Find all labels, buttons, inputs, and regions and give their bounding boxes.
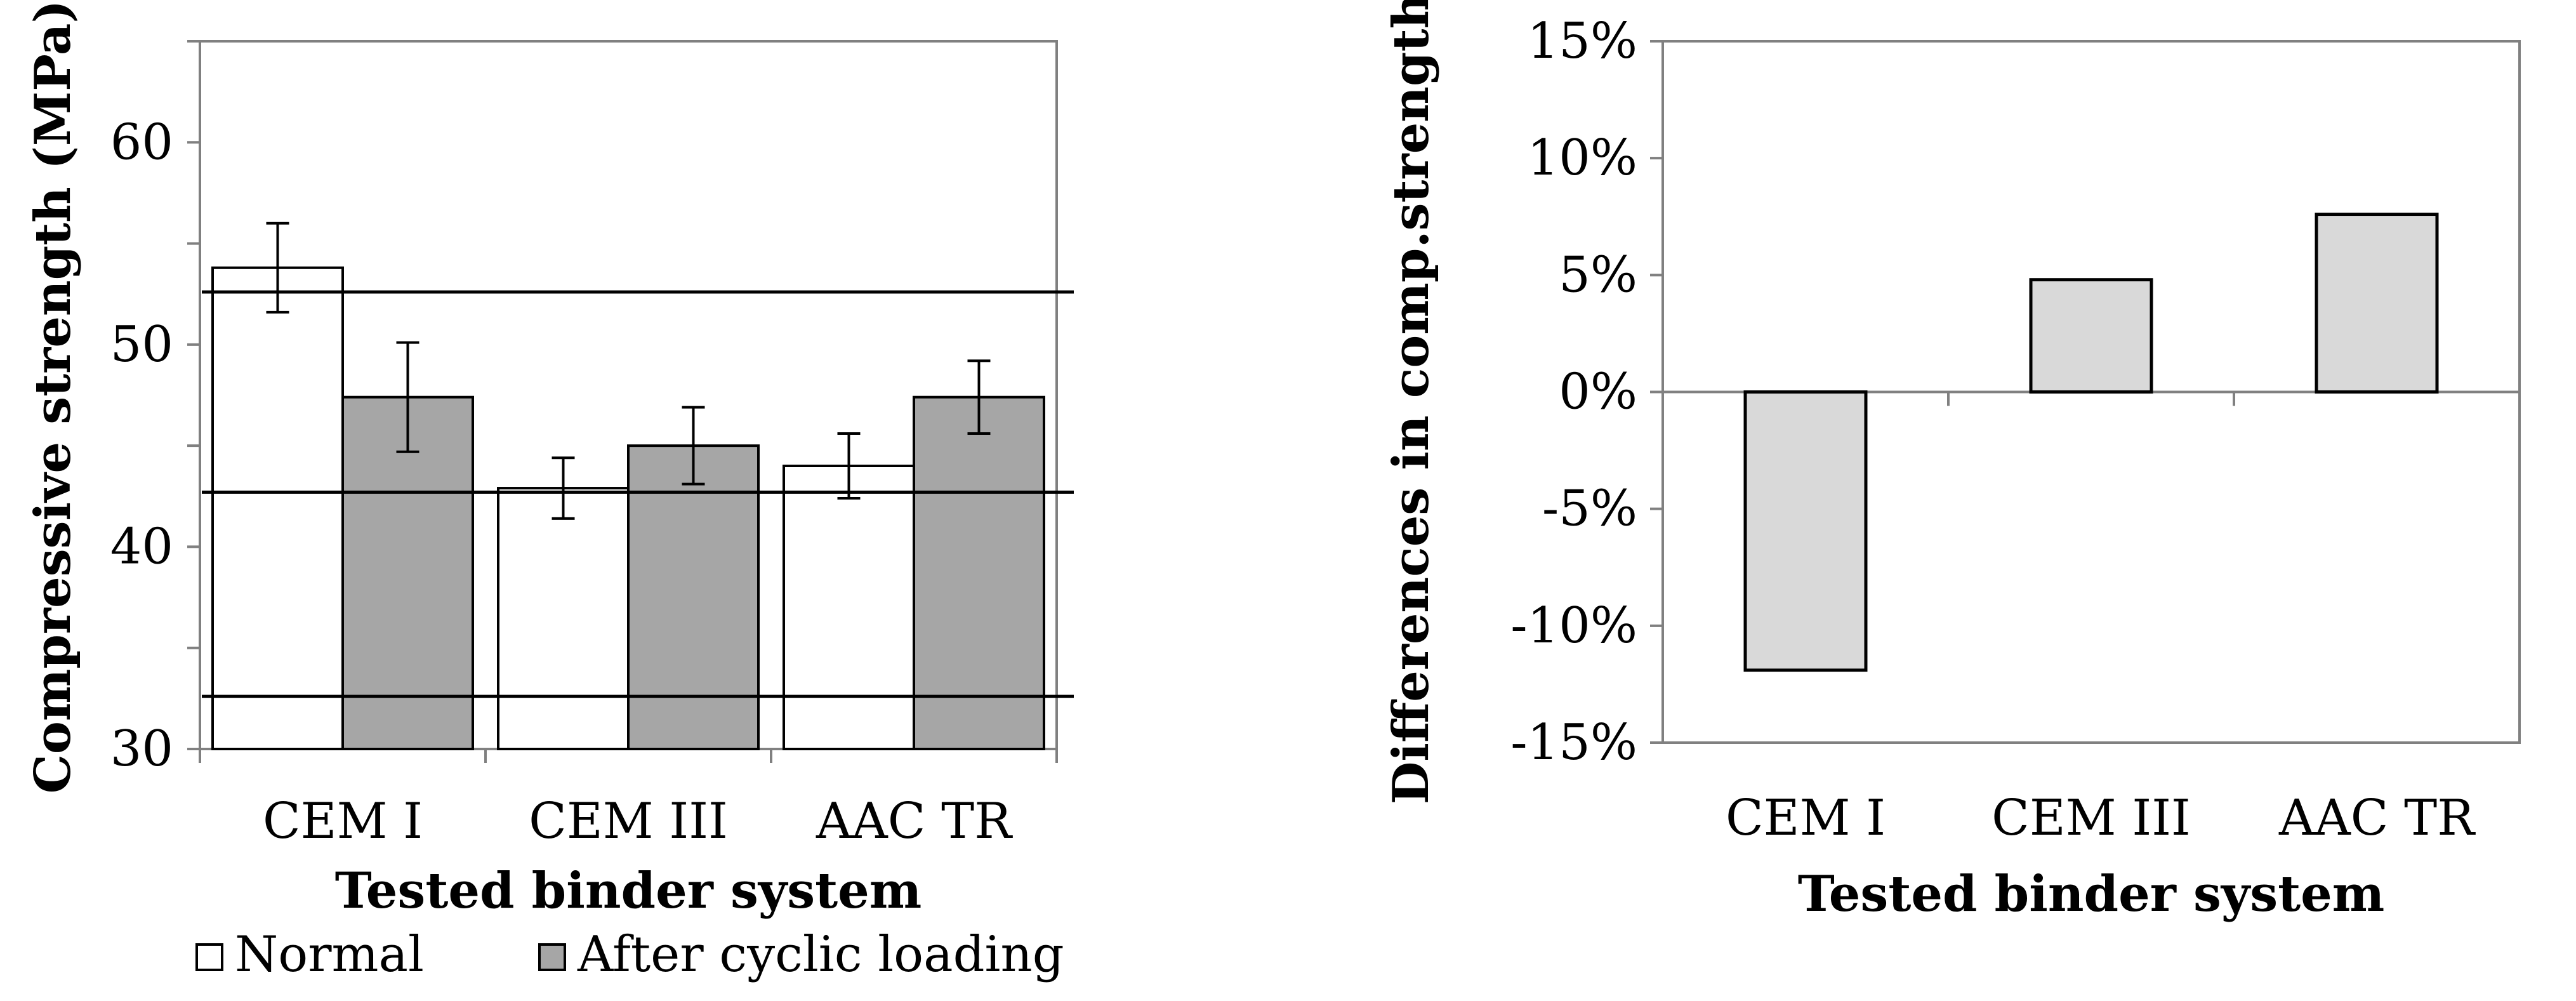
chart1-category-label-cem-i: CEM I [263,793,423,850]
chart2-y-tick-label: 0% [1559,364,1637,421]
chart2-x-axis-title: Tested binder system [1798,865,2385,923]
difference-bar-cem-iii [2029,278,2153,394]
chart2-y-tick-label: -10% [1510,597,1637,654]
chart1-category-label-aac-tr: AAC TR [816,793,1013,850]
error-bar-normal-cem-i [266,222,289,314]
bar-after-cyclic-loading-cem-i [341,395,474,750]
chart1-y-tick-label: 50 [110,316,173,373]
error-bar-normal-aac-tr [837,432,861,500]
strength-difference-chart: -15% -10% -5% 0% 5% 10% 15% CEM I CEM III AAC TR… [1382,0,2521,923]
chart1-x-axis-title: Tested binder system [335,862,922,920]
chart2-y-tick-label: -15% [1510,714,1637,771]
bar-normal-cem-iii [497,487,630,750]
chart2-y-tick-label: -5% [1542,481,1637,538]
bar-after-cyclic-loading-aac-tr [913,395,1045,750]
compressive-strength-chart: 30 40 50 60 CEM I CEM III AAC TR Compressive … [24,0,1074,983]
legend-label-normal: Normal [235,926,424,983]
error-bar-after-cyclic-loading-cem-i [396,341,419,453]
error-bar-after-cyclic-loading-aac-tr [967,359,991,435]
chart1-y-axis-title: Compressive strength (MPa) [24,0,82,793]
chart2-y-tick-label: 5% [1559,246,1637,303]
chart2-y-axis-title: Differences in comp.strength [1382,0,1440,804]
error-bar-after-cyclic-loading-cem-iii [682,406,705,486]
difference-bar-aac-tr [2315,213,2439,394]
chart2-category-label-cem-iii: CEM III [1991,790,2191,847]
chart2-y-tick-label: 10% [1528,129,1637,187]
error-bar-normal-cem-iii [552,456,575,520]
chart1-y-tick-label: 30 [110,720,173,778]
legend-label-after-cyclic-loading: After cyclic loading [577,926,1064,983]
chart1-category-label-cem-iii: CEM III [529,793,728,850]
bar-after-cyclic-loading-cem-iii [627,444,760,751]
legend-swatch-normal [195,943,223,971]
difference-bar-cem-i [1743,390,1868,672]
chart2-category-label-cem-i: CEM I [1726,790,1886,847]
chart2-y-tick-label: 15% [1528,13,1637,70]
chart1-legend: Normal After cyclic loading [195,926,1064,983]
chart1-y-tick-label: 60 [110,114,173,171]
chart1-y-tick-label: 40 [110,518,173,575]
chart2-category-label-aac-tr: AAC TR [2278,790,2476,847]
legend-swatch-after-cyclic-loading [538,943,566,971]
bar-normal-aac-tr [783,465,915,750]
bar-normal-cem-i [211,266,344,750]
